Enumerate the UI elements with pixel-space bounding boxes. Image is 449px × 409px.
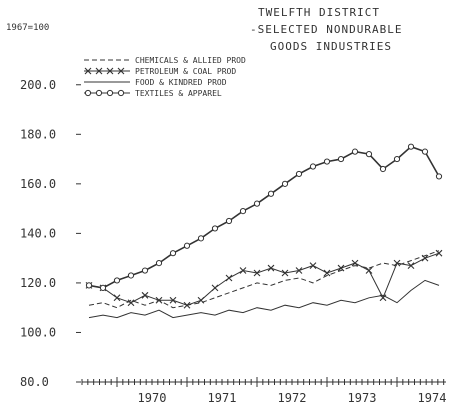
legend-item: CHEMICALS & ALLIED PROD bbox=[84, 56, 246, 65]
x-marker bbox=[337, 264, 345, 272]
x-marker bbox=[435, 249, 443, 257]
chart-title-line-1: TWELFTH DISTRICT bbox=[258, 6, 380, 19]
o-marker bbox=[267, 190, 275, 197]
o-marker bbox=[337, 155, 345, 163]
series-2 bbox=[88, 279, 440, 319]
x-marker bbox=[267, 264, 275, 272]
series-line bbox=[88, 279, 440, 319]
legend-label: TEXTILES & APPAREL bbox=[135, 89, 222, 98]
y-tick-label: 140.0 bbox=[20, 226, 56, 240]
chart-title-line-2: -SELECTED NONDURABLE bbox=[250, 23, 402, 36]
y-tick-label: 100.0 bbox=[20, 325, 56, 339]
base-note: 1967=100 bbox=[6, 23, 49, 33]
series-1 bbox=[85, 249, 443, 309]
x-marker bbox=[197, 296, 205, 304]
o-marker bbox=[197, 235, 205, 242]
o-marker bbox=[281, 180, 289, 187]
x-marker bbox=[169, 296, 177, 304]
x-marker bbox=[95, 67, 103, 75]
y-tick-label: 120.0 bbox=[20, 276, 56, 290]
x-marker bbox=[407, 262, 415, 269]
o-marker bbox=[211, 225, 219, 232]
x-marker bbox=[365, 267, 373, 274]
o-marker bbox=[407, 143, 415, 150]
o-marker bbox=[365, 151, 373, 158]
x-marker bbox=[253, 269, 261, 277]
chart-title: TWELFTH DISTRICT -SELECTED NONDURABLE GO… bbox=[250, 6, 402, 53]
y-tick-label: 160.0 bbox=[20, 177, 56, 191]
x-tick-label: 1972 bbox=[278, 391, 307, 405]
axes: 80.0 100.0 120.0 140.0 160.0 180.0 200.0 1970 19… bbox=[20, 78, 446, 405]
series-line bbox=[88, 252, 440, 306]
o-marker bbox=[323, 158, 331, 165]
series-line bbox=[88, 250, 440, 309]
x-marker bbox=[113, 294, 121, 302]
legend-item: FOOD & KINDRED PROD bbox=[84, 78, 227, 87]
legend-label: PETROLEUM & COAL PROD bbox=[135, 67, 236, 76]
o-marker bbox=[239, 207, 247, 215]
legend-label: CHEMICALS & ALLIED PROD bbox=[135, 56, 246, 65]
legend: CHEMICALS & ALLIED PROD PETROLEUM & COAL … bbox=[84, 56, 246, 98]
o-marker bbox=[106, 89, 114, 97]
y-tick-label: 200.0 bbox=[20, 78, 56, 92]
series-line bbox=[88, 145, 440, 289]
x-marker bbox=[117, 67, 125, 75]
o-marker bbox=[295, 170, 303, 178]
x-marker bbox=[309, 262, 317, 269]
x-marker bbox=[421, 254, 429, 262]
x-marker bbox=[239, 267, 247, 274]
x-marker bbox=[155, 296, 163, 304]
o-marker bbox=[225, 217, 233, 225]
x-marker bbox=[393, 259, 401, 267]
o-marker bbox=[117, 89, 125, 97]
o-marker bbox=[95, 89, 103, 97]
o-marker bbox=[351, 148, 359, 155]
x-marker bbox=[225, 274, 233, 282]
chart-title-line-3: GOODS INDUSTRIES bbox=[270, 40, 392, 53]
x-marker bbox=[281, 269, 289, 277]
o-marker bbox=[113, 277, 121, 284]
x-tick-label: 1974 bbox=[418, 391, 447, 405]
o-marker bbox=[421, 148, 429, 155]
series-layer bbox=[85, 143, 443, 319]
o-marker bbox=[155, 260, 163, 267]
x-marker bbox=[84, 67, 92, 75]
o-marker bbox=[309, 163, 317, 170]
x-marker bbox=[211, 284, 219, 292]
o-marker bbox=[253, 200, 261, 207]
series-3 bbox=[85, 143, 443, 291]
o-marker bbox=[141, 267, 149, 274]
x-tick-label: 1970 bbox=[138, 391, 167, 405]
y-tick-label: 80.0 bbox=[20, 375, 49, 389]
series-0 bbox=[88, 250, 440, 309]
x-marker bbox=[295, 267, 303, 274]
x-marker bbox=[127, 299, 135, 307]
x-tick-label: 1973 bbox=[348, 391, 377, 405]
x-marker bbox=[323, 269, 331, 277]
o-marker bbox=[435, 173, 443, 180]
x-marker bbox=[106, 67, 114, 75]
o-marker bbox=[379, 165, 387, 173]
x-tick-label: 1971 bbox=[208, 391, 237, 405]
y-tick-label: 180.0 bbox=[20, 127, 56, 141]
legend-item: PETROLEUM & COAL PROD bbox=[84, 67, 236, 76]
o-marker bbox=[127, 272, 135, 279]
legend-item: TEXTILES & APPAREL bbox=[84, 89, 222, 98]
o-marker bbox=[99, 284, 107, 291]
o-marker bbox=[393, 155, 401, 163]
o-marker bbox=[85, 282, 93, 289]
x-marker bbox=[183, 301, 191, 309]
o-marker bbox=[84, 89, 92, 97]
x-marker bbox=[141, 291, 149, 299]
legend-label: FOOD & KINDRED PROD bbox=[135, 78, 227, 87]
o-marker bbox=[169, 250, 177, 257]
o-marker bbox=[183, 242, 191, 249]
x-marker bbox=[351, 259, 359, 267]
